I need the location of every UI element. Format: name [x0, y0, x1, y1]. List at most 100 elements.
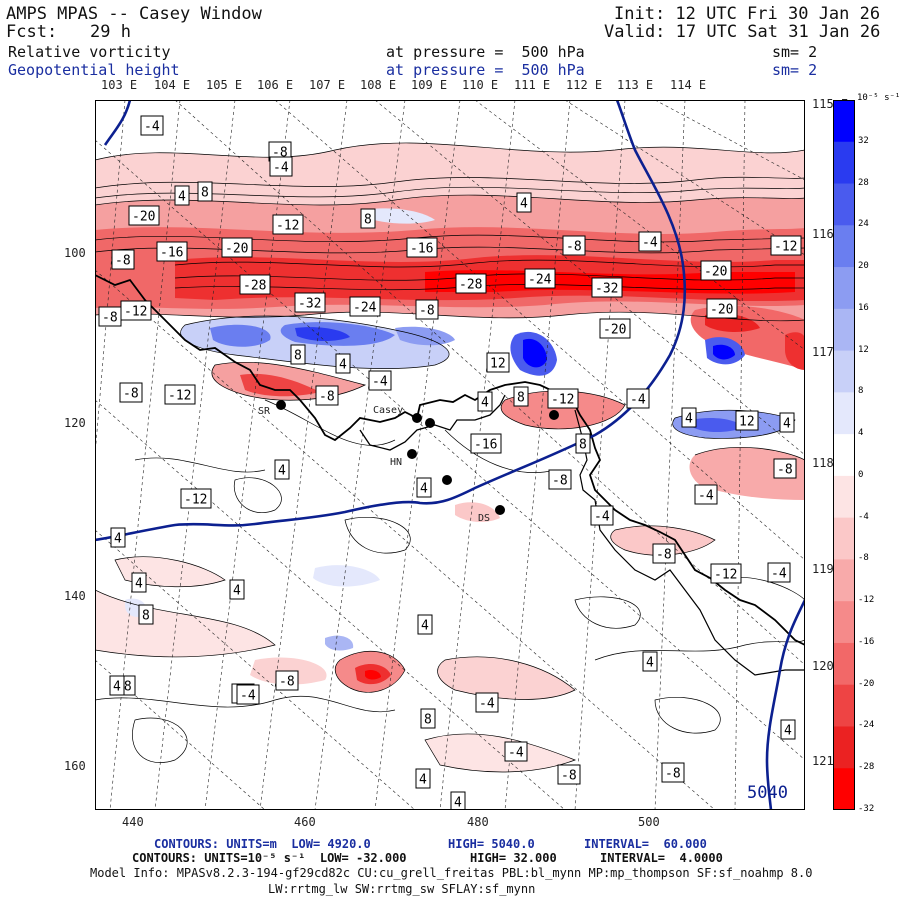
contour-label-negative: -4: [236, 684, 260, 705]
colorbar-segment: [833, 183, 855, 226]
svg-text:12: 12: [490, 357, 506, 372]
svg-text:8: 8: [517, 391, 525, 406]
svg-text:4: 4: [114, 532, 122, 547]
station-ds-marker: [495, 505, 505, 515]
svg-text:4: 4: [419, 773, 427, 788]
colorbar-segment: [833, 768, 855, 810]
field2-smoothing: sm= 2: [772, 61, 818, 79]
contour-label-negative: -8: [652, 543, 676, 564]
contour-label-negative: -4: [626, 388, 650, 409]
top-lon-label: 112 E: [566, 78, 603, 92]
colorbar-tick: 24: [858, 219, 869, 230]
top-lon-label: 111 E: [514, 78, 551, 92]
top-lon-label: 107 E: [309, 78, 346, 92]
contour-label-negative: -24: [524, 268, 556, 289]
vorticity-contour-interval: INTERVAL= 4.0000: [600, 851, 723, 865]
station-label: SR: [258, 406, 271, 417]
colorbar-tick: 32: [858, 135, 869, 146]
svg-text:8: 8: [579, 438, 587, 453]
colorbar-segment: [833, 267, 855, 310]
top-lon-label: 110 E: [462, 78, 499, 92]
colorbar-tick: 28: [858, 177, 869, 188]
svg-text:4: 4: [278, 464, 286, 479]
contour-label-negative: -12: [272, 214, 304, 235]
svg-text:-4: -4: [240, 689, 256, 704]
svg-text:-8: -8: [665, 767, 681, 782]
contour-label-positive: 4: [131, 572, 147, 593]
station-sr-marker: [276, 400, 286, 410]
contour-label-negative: -8: [415, 299, 439, 320]
contour-label-positive: 8: [360, 208, 376, 229]
vorticity-map[interactable]: SR Casey HN DS -4 -8 -4 -20 -12 -16 -20 -16 -8 -4 -12…: [95, 100, 805, 810]
colorbar-tick: -16: [858, 636, 875, 647]
top-lon-label: 114 E: [670, 78, 707, 92]
colorbar-tick: -32: [858, 804, 875, 814]
contour-label-positive: 8: [138, 604, 154, 625]
svg-text:-28: -28: [459, 278, 482, 293]
contour-label-positive: 4: [516, 192, 532, 213]
window-title: AMPS MPAS -- Casey Window: [6, 4, 262, 24]
svg-text:-4: -4: [372, 375, 388, 390]
svg-text:4: 4: [233, 584, 241, 599]
contour-label-negative: -8: [315, 385, 339, 406]
bottom-axis-tick: 460: [294, 815, 316, 829]
station-label: DS: [478, 513, 490, 524]
svg-text:-32: -32: [298, 297, 321, 312]
forecast-hour: 29 h: [90, 22, 131, 42]
colorbar-segment: [833, 684, 855, 727]
colorbar-tick: 20: [858, 261, 869, 272]
svg-text:-8: -8: [319, 390, 335, 405]
station-casey-marker: [412, 413, 422, 423]
svg-text:8: 8: [424, 713, 432, 728]
svg-text:-12: -12: [551, 393, 574, 408]
colorbar-tick: -4: [858, 511, 869, 522]
station-label: HN: [390, 457, 402, 468]
valid-time: Valid: 17 UTC Sat 31 Jan 26: [604, 22, 881, 42]
contour-label-negative: -8: [119, 382, 143, 403]
contour-label-positive: 4: [477, 391, 493, 412]
contour-label-negative: -20: [599, 318, 631, 339]
svg-text:4: 4: [454, 796, 462, 811]
svg-text:-24: -24: [528, 273, 552, 288]
contour-label-positive: 4: [110, 527, 126, 548]
colorbar-segment: [833, 517, 855, 560]
svg-text:4: 4: [421, 619, 429, 634]
svg-text:-12: -12: [124, 305, 147, 320]
colorbar-segment: [833, 434, 855, 477]
colorbar-segment: [833, 100, 855, 143]
contour-label-negative: -4: [475, 692, 499, 713]
ice-shelf-edge: [359, 394, 506, 451]
svg-text:-12: -12: [714, 568, 737, 583]
bottom-axis-tick: 440: [122, 815, 144, 829]
svg-text:4: 4: [783, 417, 791, 432]
field1-level: at pressure = 500 hPa: [386, 43, 585, 61]
colorbar-segment: [833, 642, 855, 686]
contour-label-negative: -12: [164, 384, 196, 405]
svg-text:-12: -12: [184, 493, 207, 508]
colorbar-frame: [833, 100, 855, 810]
contour-label-negative: -8: [275, 670, 299, 691]
colorbar-segment: [833, 726, 855, 769]
contour-label-negative: -8: [557, 764, 581, 785]
contour-label-negative: -4: [590, 505, 614, 526]
height-contour-label: 5040: [747, 783, 788, 803]
colorbar-tick: -20: [858, 678, 875, 689]
svg-text:12: 12: [739, 415, 755, 430]
contour-label-negative: -32: [294, 292, 326, 313]
contour-label-negative: -12: [710, 563, 742, 584]
contour-label-negative: -28: [455, 273, 487, 294]
svg-text:-4: -4: [508, 746, 524, 761]
svg-text:-4: -4: [630, 393, 646, 408]
contour-label-negative: -8: [773, 458, 797, 479]
svg-text:-20: -20: [704, 265, 727, 280]
field1-name: Relative vorticity: [8, 43, 171, 61]
colorbar-tick: 0: [858, 469, 864, 480]
colorbar-tick: 4: [858, 428, 864, 439]
svg-text:-20: -20: [710, 303, 733, 318]
svg-text:-8: -8: [552, 474, 568, 489]
colorbar-segment: [833, 601, 855, 644]
svg-text:-12: -12: [168, 389, 191, 404]
svg-text:-8: -8: [566, 240, 582, 255]
colorbar-tick: 16: [858, 302, 869, 313]
svg-text:-4: -4: [642, 236, 658, 251]
